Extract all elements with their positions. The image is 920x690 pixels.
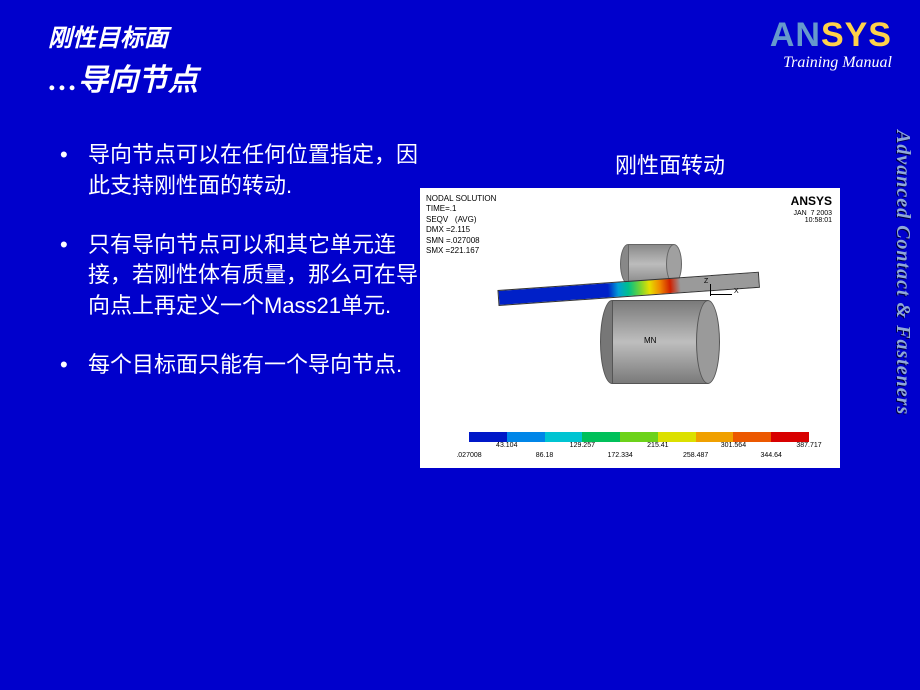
header-subtitle: 刚性目标面 [48,18,860,53]
colorbar-segment [733,432,771,442]
colorbar-tick: 301.564 [721,442,746,449]
colorbar-tick: 344.64 [761,452,782,459]
mn-label: MN [644,336,656,345]
colorbar-tick: 387.717 [796,442,821,449]
logo-suffix: SYS [821,16,892,54]
colorbar-tick: 43.104 [496,442,517,449]
figure-caption: 刚性面转动 [500,148,840,180]
logo-prefix: AN [770,16,821,54]
axis-x-label: X [734,288,739,295]
colorbar-ticks: .027008 43.104 86.18 129.257 172.334 215.41 25… [459,442,819,460]
colorbar-segment [771,432,809,442]
colorbar-segment [620,432,658,442]
logo-block: ANSYS Training Manual [770,18,892,72]
colorbar-segment [545,432,583,442]
figure: NODAL SOLUTION TIME=.1 SEQV (AVG) DMX =2… [420,188,840,468]
side-label: Advanced Contact & Fasteners [886,130,914,550]
colorbar-tick: 258.487 [683,452,708,459]
list-item: 导向节点可以在任何位置指定，因此支持刚性面的转动. [60,140,420,202]
figure-logo: ANSYS [791,194,832,208]
axis-triad-icon: X Z [710,284,740,306]
colorbar-segment [507,432,545,442]
slide-header: 刚性目标面 …导向节点 [48,18,860,99]
colorbar-segment [696,432,734,442]
header-title: …导向节点 [48,55,860,99]
colorbar-segment [658,432,696,442]
figure-canvas: MN X Z [420,228,840,438]
colorbar-tick: 129.257 [570,442,595,449]
list-item: 每个目标面只能有一个导向节点. [60,350,420,381]
colorbar-segment [582,432,620,442]
colorbar: .027008 43.104 86.18 129.257 172.334 215.41 25… [450,432,828,460]
slide: 刚性目标面 …导向节点 ANSYS Training Manual Advanc… [0,0,920,690]
colorbar-tick: .027008 [456,452,481,459]
axis-z-label: Z [704,278,708,285]
colorbar-segment [469,432,507,442]
bullet-list: 导向节点可以在任何位置指定，因此支持刚性面的转动. 只有导向节点可以和其它单元连… [60,140,420,381]
colorbar-tick: 86.18 [536,452,554,459]
colorbar-tick: 172.334 [607,452,632,459]
logo-training: Training Manual [770,54,892,72]
bottom-roller [600,300,720,384]
list-item: 只有导向节点可以和其它单元连接，若刚性体有质量，那么可在导向点上再定义一个Mas… [60,230,420,322]
figure-date: JAN 7 2003 10:58:01 [793,210,832,224]
ansys-logo: ANSYS [770,18,892,52]
content-area: 导向节点可以在任何位置指定，因此支持刚性面的转动. 只有导向节点可以和其它单元连… [60,140,420,409]
colorbar-tick: 215.41 [647,442,668,449]
colorbar-bar [469,432,809,442]
